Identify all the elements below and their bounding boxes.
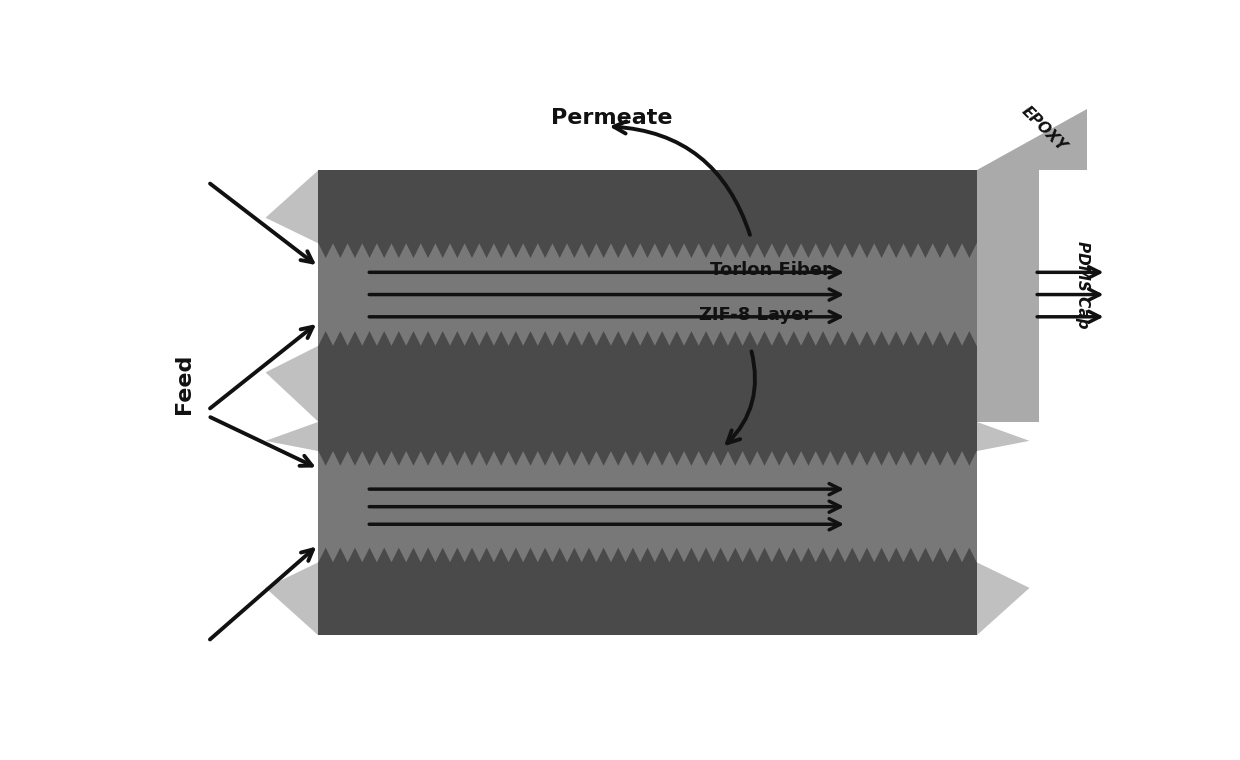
Polygon shape (319, 447, 977, 466)
Polygon shape (977, 346, 1029, 422)
Bar (319, 243, 977, 346)
Text: Torlon Fiber: Torlon Fiber (709, 261, 831, 279)
Polygon shape (319, 548, 977, 567)
Bar (977, 170, 1039, 422)
Polygon shape (265, 346, 319, 422)
Text: Permeate: Permeate (551, 107, 672, 128)
Bar (319, 562, 977, 635)
Bar (319, 451, 977, 562)
Polygon shape (977, 562, 1029, 635)
Bar (319, 346, 977, 422)
Polygon shape (265, 562, 319, 635)
Polygon shape (319, 331, 977, 350)
Bar (319, 170, 977, 243)
Text: Feed: Feed (174, 353, 193, 414)
Polygon shape (265, 422, 319, 451)
Text: ZIF-8 Layer: ZIF-8 Layer (699, 306, 812, 324)
Polygon shape (265, 170, 319, 243)
Text: EPOXY: EPOXY (1018, 104, 1069, 154)
Polygon shape (977, 170, 1029, 243)
Polygon shape (977, 422, 1029, 451)
Polygon shape (977, 109, 1087, 170)
Bar (319, 422, 977, 451)
Text: PDMS Cap: PDMS Cap (1075, 241, 1090, 328)
Polygon shape (319, 239, 977, 258)
